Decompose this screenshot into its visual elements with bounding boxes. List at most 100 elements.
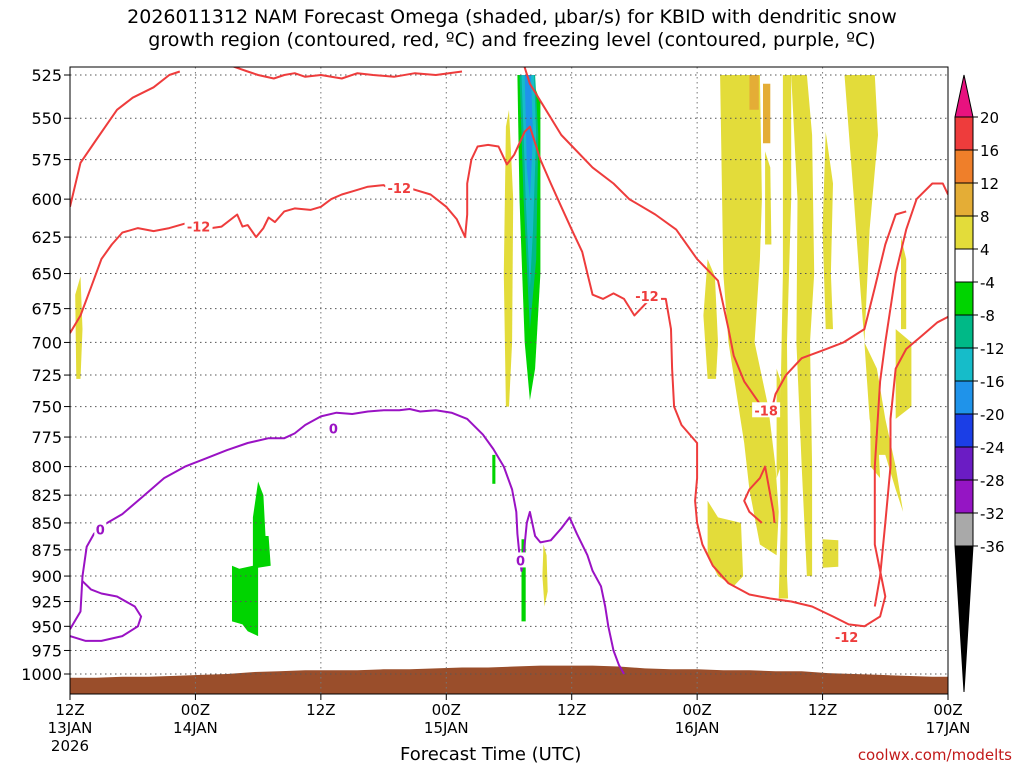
y-tick-label-925: 925 <box>31 593 62 612</box>
y-tick-label-700: 700 <box>31 333 62 352</box>
y-tick-label-650: 650 <box>31 265 62 284</box>
omega-region-4to8-8 <box>765 151 772 245</box>
y-tick-label-625: 625 <box>31 228 62 247</box>
y-tick-label-975: 975 <box>31 641 62 660</box>
x-tick-label-72-1: 12Z <box>808 701 837 719</box>
dgz-contour-3 <box>873 316 948 607</box>
y-tick-label-725: 725 <box>31 366 62 385</box>
colorbar-segment-6 <box>954 314 974 349</box>
chart-title: 2026011312 NAM Forecast Omega (shaded, μ… <box>0 6 1024 52</box>
freezing-level-contour-1 <box>70 580 143 642</box>
y-tick-label-525: 525 <box>31 66 62 85</box>
omega-region--4to-8-0 <box>232 481 271 637</box>
contour-label-3: -18 <box>754 404 778 419</box>
omega-region-8to12-0 <box>749 75 759 110</box>
x-tick-label-0-2: 13JAN <box>48 719 93 737</box>
colorbar-segment-11 <box>954 479 974 514</box>
colorbar-segment-8 <box>954 380 974 415</box>
x-tick-label-0-3: 2026 <box>51 737 89 755</box>
omega-region-4to8-9 <box>791 75 815 577</box>
omega-region-8to12-1 <box>763 83 771 144</box>
y-tick-label-850: 850 <box>31 514 62 533</box>
y-tick-label-675: 675 <box>31 300 62 319</box>
omega-region-4to8-3 <box>703 259 718 379</box>
colorbar-label-6: -8 <box>980 307 995 325</box>
colorbar-label-8: -16 <box>980 373 1005 391</box>
colorbar-segment-1 <box>954 149 974 184</box>
contour-label-bg-7 <box>514 552 527 568</box>
colorbar-segment-7 <box>954 347 974 382</box>
colorbar-label-9: -20 <box>980 406 1005 424</box>
colorbar: 20 16 12 8 4 -4 -8 -12 -16 -20 -24 -28 -32 -36 <box>954 74 1005 693</box>
colorbar-bottom-arrow <box>954 545 974 693</box>
y-tick-label-1000: 1000 <box>21 665 62 684</box>
x-axis-title: Forecast Time (UTC) <box>400 744 582 765</box>
y-axis: 525 550 575 600 625 650 675 700 725 750 775 800 825 8… <box>21 66 70 684</box>
dgz-contour-2 <box>70 125 948 628</box>
freezing-level-contour-0 <box>70 408 625 675</box>
colorbar-segment-0 <box>954 116 974 151</box>
contour-label-5: 0 <box>96 523 105 538</box>
x-tick-label-48-1: 12Z <box>557 701 586 719</box>
terrain-polygon <box>70 665 948 694</box>
omega-region-4to8-0 <box>75 276 83 379</box>
y-tick-label-575: 575 <box>31 151 62 170</box>
dgz-contour-5 <box>743 465 776 524</box>
colorbar-segment-12 <box>954 512 974 547</box>
omega-region-4to8-5 <box>720 75 779 556</box>
x-tick-label-36-2: 15JAN <box>424 719 469 737</box>
omega-shading <box>75 75 912 637</box>
contour-label-2: -12 <box>635 290 659 305</box>
omega-region-4to8-7 <box>776 368 781 479</box>
contour-label-bg-1 <box>385 180 414 196</box>
colorbar-label-0: 20 <box>980 109 999 127</box>
colorbar-label-12: -32 <box>980 505 1005 523</box>
credit-text: coolwx.com/modelts <box>857 746 1012 764</box>
contour-label-4: -12 <box>835 631 859 646</box>
y-tick-label-950: 950 <box>31 617 62 636</box>
contour-label-7: 0 <box>516 554 525 569</box>
omega-region--16to-20-0 <box>524 75 533 200</box>
contour-lines <box>70 67 948 675</box>
x-tick-label-84-2: 17JAN <box>926 719 971 737</box>
contour-labels: -12 -12 -12 -18 -12 0 0 0 <box>94 180 861 646</box>
colorbar-label-1: 16 <box>980 142 999 160</box>
x-tick-label-24-1: 12Z <box>306 701 335 719</box>
chart-title-line-2: growth region (contoured, red, ºC) and f… <box>148 29 876 51</box>
colorbar-label-3: 8 <box>980 208 990 226</box>
omega-region-4to8-6 <box>778 75 792 599</box>
dgz-contour-4 <box>523 67 907 417</box>
y-tick-label-825: 825 <box>31 486 62 505</box>
omega-region-4to8-15 <box>895 329 912 419</box>
colorbar-label-13: -36 <box>980 538 1005 556</box>
omega-region-4to8-1 <box>503 109 514 407</box>
x-tick-label-60-1: 00Z <box>682 701 711 719</box>
y-tick-label-775: 775 <box>31 428 62 447</box>
y-tick-label-550: 550 <box>31 109 62 128</box>
contour-label-bg-6 <box>327 420 340 436</box>
x-tick-label-12-2: 14JAN <box>173 719 218 737</box>
colorbar-segment-4 <box>954 248 974 283</box>
contour-label-bg-5 <box>94 521 107 537</box>
y-tick-label-800: 800 <box>31 458 62 477</box>
x-tick-label-84-1: 00Z <box>933 701 962 719</box>
grid-lines <box>70 67 948 694</box>
omega-region--4to-8-1 <box>492 454 496 484</box>
x-tick-label-60-2: 16JAN <box>675 719 720 737</box>
x-tick-label-0-1: 12Z <box>55 701 84 719</box>
colorbar-top-arrow <box>954 74 974 118</box>
omega-region-4to8-14 <box>901 237 907 330</box>
colorbar-label-5: -4 <box>980 274 995 292</box>
x-tick-label-36-1: 00Z <box>432 701 461 719</box>
y-tick-label-900: 900 <box>31 567 62 586</box>
contour-label-0: -12 <box>187 221 211 236</box>
colorbar-segment-2 <box>954 182 974 217</box>
terrain-fill <box>70 665 948 694</box>
omega-region-4to8-12 <box>844 75 904 512</box>
colorbar-segment-5 <box>954 281 974 316</box>
y-tick-label-875: 875 <box>31 541 62 560</box>
contour-label-6: 0 <box>329 423 338 438</box>
y-tick-label-750: 750 <box>31 398 62 417</box>
